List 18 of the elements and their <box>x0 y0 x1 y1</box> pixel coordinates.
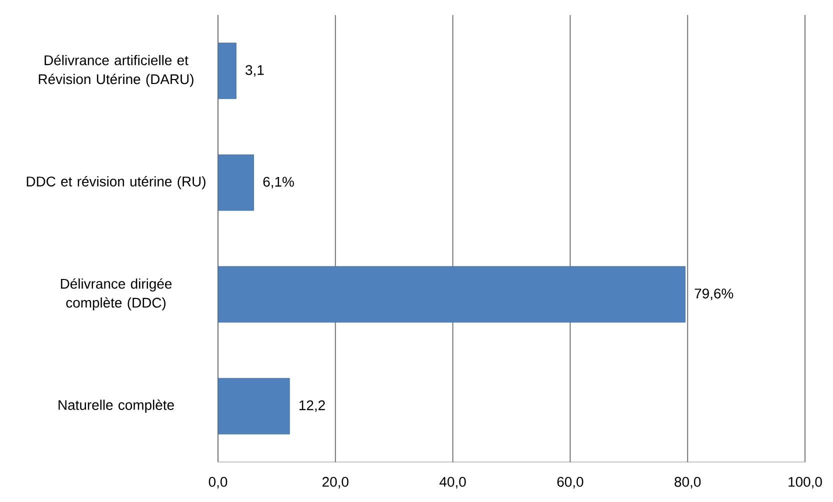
y-tick-label: Naturelle complète <box>58 400 174 413</box>
x-tick-label: 20,0 <box>322 476 348 488</box>
bar <box>218 266 686 323</box>
x-tick-label: 100,0 <box>788 476 822 488</box>
y-tick-label: Délivrance artificielle et Révision Utérine (DARU) <box>38 54 194 87</box>
bar <box>218 378 290 434</box>
x-tick-label: 80,0 <box>674 476 701 488</box>
data-label: 12,2 <box>300 400 325 412</box>
data-label: 6,1% <box>263 176 294 188</box>
bar <box>218 154 254 211</box>
y-tick-label: DDC et révision utérine (RU) <box>26 176 206 190</box>
y-tick-label: Délivrance dirigée complète (DDC) <box>60 278 172 310</box>
bar <box>218 42 236 100</box>
x-tick-label: 40,0 <box>440 476 466 488</box>
x-tick-label: 60,0 <box>557 476 584 488</box>
data-label: 3,1 <box>246 65 264 77</box>
x-tick-label: 0,0 <box>208 476 228 488</box>
data-label: 79,6% <box>694 288 734 300</box>
